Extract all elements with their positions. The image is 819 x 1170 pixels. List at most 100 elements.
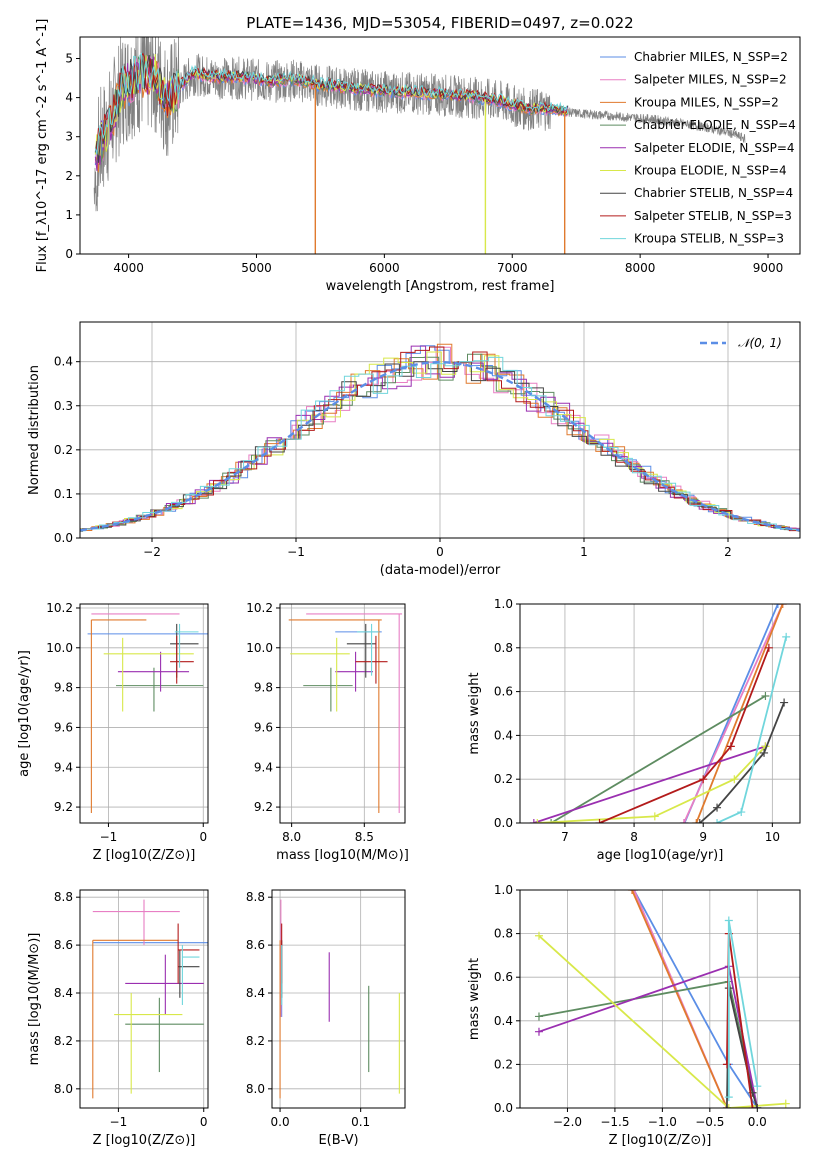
x-tick-label: 7000 [497, 261, 528, 275]
y-tick-label: 0.8 [494, 641, 513, 655]
y-tick-label: 3 [65, 130, 73, 144]
legend-entry-chabrier-elodie: Chabrier ELODIE, N_SSP=4 [634, 118, 796, 132]
mass-weight-point-chabrier-elodie [547, 819, 556, 823]
y-axis-label: mass weight [467, 958, 482, 1040]
x-tick-label: 0 [436, 545, 444, 559]
residual-histogram-kroupa-stelib [80, 356, 800, 532]
mass-weight-line-kroupa-miles [695, 604, 784, 823]
axes-frame [519, 603, 801, 824]
x-tick-label: 2 [724, 545, 732, 559]
y-tick-label: 8.2 [54, 1034, 73, 1048]
x-tick-label: 5000 [241, 261, 272, 275]
y-tick-label: 4 [65, 91, 73, 105]
y-tick-label: 0.8 [494, 927, 513, 941]
residual-histogram-salpeter-stelib [80, 346, 800, 532]
y-tick-label: 0.2 [54, 443, 73, 457]
y-tick-label: 0.3 [54, 399, 73, 413]
y-tick-label: 9.4 [254, 760, 273, 774]
mass-weight-point-kroupa-miles [778, 604, 787, 608]
x-tick-label: 0 [199, 830, 207, 844]
model-spectrum-kroupa-stelib [94, 51, 569, 155]
y-axis-label: mass [log10(M/M⊙)] [27, 933, 42, 1066]
y-tick-label: 0.0 [494, 816, 513, 830]
mass-weight-point-chabrier-stelib [695, 819, 704, 823]
x-tick-label: −2.0 [553, 1115, 582, 1129]
mass-weight-point-kroupa-stelib [782, 632, 791, 641]
errorbar-plot-area [92, 899, 208, 1099]
y-tick-label: 8.6 [54, 938, 73, 952]
mass-weight-point-salpeter-miles [679, 819, 688, 823]
x-tick-label: 8000 [625, 261, 656, 275]
y-tick-label: 9.2 [54, 800, 73, 814]
y-tick-label: 0.6 [494, 970, 513, 984]
x-tick-label: 0.0 [271, 1115, 290, 1129]
mass-weight-point-chabrier-stelib [713, 803, 722, 812]
axes-frame [79, 603, 209, 824]
residual-histogram-salpeter-elodie [80, 345, 800, 533]
x-tick-label: 9 [699, 830, 707, 844]
legend-entry-kroupa-elodie: Kroupa ELODIE, N_SSP=4 [634, 164, 787, 178]
mass-weight-vs-age-panel: 7 8 9 10 0.0 0.2 0.4 0.6 0.8 1.0 age [log10(age/yr… [467, 597, 801, 863]
y-tick-label: 10.0 [46, 641, 73, 655]
legend-entry-salpeter-miles: Salpeter MILES, N_SSP=2 [634, 73, 787, 87]
x-tick-label: 6000 [369, 261, 400, 275]
figure-title: PLATE=1436, MJD=53054, FIBERID=0497, z=0… [246, 14, 633, 32]
errorbar-plot-area [87, 613, 208, 814]
axes-frame [79, 36, 801, 255]
age-vs-mass-panel: 8.0 8.5 9.2 9.4 9.6 9.8 10.0 10.2 mass [log10(M/… [246, 601, 409, 863]
mass-weight-point-chabrier-miles [773, 604, 782, 608]
observed-spectrum [93, 37, 746, 212]
mass-weight-line-chabrier-elodie [538, 980, 759, 1108]
mass-weight-point-kroupa-stelib [724, 1093, 733, 1102]
y-tick-label: 1.0 [494, 883, 513, 897]
legend-entry-kroupa-miles: Kroupa MILES, N_SSP=2 [634, 95, 779, 109]
mass-weight-point-chabrier-stelib [722, 1104, 731, 1108]
x-tick-label: 9000 [753, 261, 784, 275]
mass-weight-point-kroupa-elodie [533, 819, 542, 823]
normal-distribution-curve [80, 360, 800, 532]
y-tick-label: 1.0 [494, 597, 513, 611]
mass-weight-point-kroupa-stelib [753, 1082, 762, 1091]
mass-weight-point-kroupa-stelib [737, 808, 746, 817]
y-tick-label: 0.6 [494, 685, 513, 699]
x-tick-label: 4000 [113, 261, 144, 275]
histogram-plot-area [80, 343, 800, 533]
spectrum-panel: 4000 5000 6000 7000 8000 9000 0 1 2 3 4 5 wavelength… [35, 19, 801, 294]
y-tick-label: 9.8 [254, 681, 273, 695]
mass-weight-point-chabrier-elodie [761, 691, 770, 700]
axes-frame [519, 889, 801, 1109]
mass-weight-line-salpeter-miles [683, 604, 784, 823]
legend-entry-kroupa-stelib: Kroupa STELIB, N_SSP=3 [634, 232, 784, 246]
mass-weight-line-salpeter-elodie [533, 745, 766, 823]
y-tick-label: 9.4 [54, 760, 73, 774]
errorbar-plot-area [288, 613, 403, 814]
mass-weight-point-kroupa-stelib [724, 916, 733, 925]
x-axis-label: Z [log10(Z/Z⊙)] [93, 848, 196, 863]
y-tick-label: 0.4 [494, 1014, 513, 1028]
y-tick-label: 8.0 [246, 1082, 265, 1096]
y-axis-label: Flux [f_λ10^-17 erg cm^-2 s^-1 A^-1] [35, 19, 50, 273]
mass-weight-point-chabrier-stelib [753, 1104, 762, 1108]
mass-weight-point-kroupa-elodie [724, 1104, 733, 1108]
x-axis-label: (data-model)/error [380, 563, 501, 578]
residual-histogram-panel: −2 −1 0 1 2 0.0 0.1 0.2 0.3 0.4 (data-model)/error… [27, 321, 801, 578]
axes-frame [271, 889, 406, 1109]
y-tick-label: 0.0 [54, 531, 73, 545]
y-tick-label: 0.0 [494, 1101, 513, 1115]
x-tick-label: −1.0 [648, 1115, 677, 1129]
mass-vs-reddening-panel: 0.0 0.1 8.0 8.2 8.4 8.6 8.8 E(B-V) [246, 889, 406, 1148]
residual-histogram-chabrier-elodie [80, 353, 800, 532]
mass-weight-point-chabrier-elodie [534, 1012, 543, 1021]
mass-weight-line-kroupa-elodie [537, 745, 767, 823]
y-tick-label: 0.2 [494, 1057, 513, 1071]
x-tick-label: −2 [143, 545, 161, 559]
mass-weight-point-salpeter-stelib [764, 643, 773, 652]
x-tick-label: 0.0 [748, 1115, 767, 1129]
y-tick-label: 2 [65, 169, 73, 183]
x-tick-label: 0.1 [351, 1115, 370, 1129]
mass-weight-point-kroupa-elodie [730, 775, 739, 784]
mass-weight-line-salpeter-elodie [538, 965, 759, 1108]
mass-weight-point-salpeter-stelib [748, 1104, 757, 1108]
errorbar-plot-area [279, 899, 400, 1099]
